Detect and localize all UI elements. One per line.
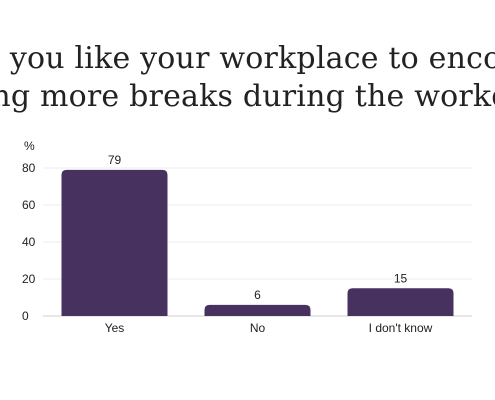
y-axis: 0 20 40 60 80 (22, 161, 36, 323)
y-tick-label: 80 (22, 161, 36, 175)
y-tick-label: 0 (22, 309, 29, 323)
y-axis-unit-label: % (24, 139, 35, 153)
chart-title-line-2: taking more breaks during the workday? (0, 79, 495, 114)
x-category-label: Yes (105, 321, 125, 335)
y-tick-label: 40 (22, 235, 36, 249)
data-labels: 79 6 15 (108, 153, 408, 302)
data-label: 15 (394, 271, 408, 285)
data-label: 79 (108, 153, 122, 167)
bar-no (204, 304, 311, 316)
bar-i-don-t-know (347, 288, 454, 316)
x-category-label: No (250, 321, 266, 335)
y-tick-label: 60 (22, 198, 36, 212)
y-tick-label: 20 (22, 272, 36, 286)
data-label: 6 (254, 288, 261, 302)
chart-title: Would you like your workplace to encoura… (0, 40, 495, 140)
bars (61, 169, 454, 316)
x-category-label: I don't know (369, 321, 433, 335)
chart-title-line-1: Would you like your workplace to encoura… (0, 41, 495, 76)
x-axis: Yes No I don't know (105, 321, 433, 335)
bar-yes (61, 169, 168, 316)
